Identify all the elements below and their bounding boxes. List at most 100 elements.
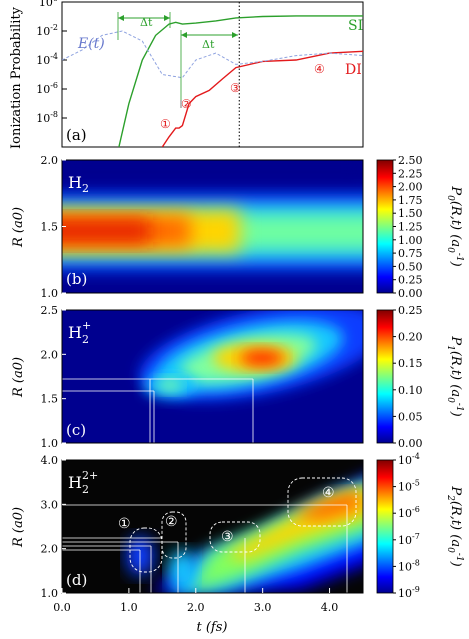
colorbar-tick-label: 0.20 — [398, 331, 423, 344]
colorbar-tick-label: 0.00 — [398, 437, 423, 450]
panel-a-ytick-label: 10-6 — [36, 81, 58, 96]
panel-c-frame — [61, 309, 364, 444]
ytick-label: 2.0 — [41, 348, 59, 361]
colorbar-tick-label: 10-9 — [398, 585, 420, 600]
ytick-label: 2.0 — [41, 543, 59, 556]
colorbar-tick-label: 0.00 — [398, 287, 423, 300]
colorbar-tick-label: 0.15 — [398, 357, 423, 370]
panel-a-ylabel: Ionization Probability — [9, 6, 24, 149]
panel-d-tag: (d) — [66, 571, 87, 589]
panel-a-frame — [61, 1, 364, 148]
colorbar-tick-label: 2.00 — [398, 181, 423, 194]
panel-a: 100 10-2 10-4 10-6 10-8 Ionization Probabili… — [9, 0, 364, 149]
marker-4: ④ — [314, 62, 325, 76]
colorbar-tick-label: 10-6 — [398, 505, 420, 520]
panel-a-series — [62, 15, 363, 147]
colorbar-tick-label: 1.25 — [398, 221, 423, 234]
panel-a-y-ticks: 100 10-2 10-4 10-6 10-8 — [36, 0, 67, 125]
colorbar-tick-label: 0.25 — [398, 304, 423, 317]
panel-d-guide-lines — [62, 504, 348, 593]
panel-a-ytick-label: 10-8 — [36, 110, 58, 125]
panel-d-region-outlines — [129, 477, 357, 573]
xtick-label: 2.0 — [187, 601, 205, 614]
colorbar-tick-label: 2.25 — [398, 167, 423, 180]
xtick-label: 4.0 — [321, 601, 339, 614]
colorbar-tick-label: 10-8 — [398, 558, 420, 573]
colorbar-label: P2(R,t) (a0-1) — [445, 485, 464, 566]
series-label-efield: E(t) — [77, 36, 105, 52]
panel-b-heatmap — [62, 160, 363, 270]
ytick-label: 1.0 — [41, 437, 59, 450]
colorbar-tick-label: 10-5 — [398, 479, 420, 494]
xtick-label: 0.0 — [53, 601, 71, 614]
delta-t-annotation-1: Δt — [117, 12, 171, 40]
ytick-label: 2.0 — [41, 154, 59, 167]
colorbars: 0.000.250.500.751.001.251.501.752.002.25… — [376, 154, 464, 600]
panel-b-species-label: H2 — [68, 173, 89, 195]
marker-2: ② — [181, 97, 192, 111]
marker-1: ① — [160, 117, 171, 131]
svg-text:H2: H2 — [68, 173, 89, 195]
panel-a-tag: (a) — [66, 126, 87, 144]
colorbar-tick-label: 1.50 — [398, 207, 423, 220]
panel-d-marker-3: ③ — [221, 529, 234, 545]
ytick-label: 1.5 — [41, 393, 59, 406]
panel-a-ytick-label: 10-4 — [36, 52, 58, 67]
colorbar-tick-label: 1.75 — [398, 194, 423, 207]
ytick-label: 4.0 — [41, 454, 59, 467]
panel-c-tag: (c) — [66, 421, 86, 439]
xtick-label: 3.0 — [254, 601, 272, 614]
x-axis-label: t (fs) — [197, 620, 228, 635]
marker-3: ③ — [230, 81, 241, 95]
panel-b-y-ticks: 1.0 1.5 2.0 — [41, 154, 66, 300]
xtick-label: 1.0 — [120, 601, 138, 614]
colorbar-tick-label: 10-7 — [398, 532, 420, 547]
ytick-label: 1.5 — [41, 221, 59, 234]
svg-text:H2+: H2+ — [68, 319, 91, 346]
colorbar-tick-label: 10-4 — [398, 452, 420, 467]
panel-c: 1.0 1.5 2.0 2.5 R (a0) H2+ (c) — [11, 304, 364, 450]
panel-d-marker-1: ① — [118, 516, 131, 532]
x-axis: 0.0 1.0 2.0 3.0 4.0 — [53, 588, 338, 614]
svg-text:H22+: H22+ — [68, 469, 98, 496]
colorbar-(d) — [376, 459, 394, 594]
delta-t-label-2: Δt — [202, 38, 215, 51]
colorbar-tick-label: 0.75 — [398, 247, 423, 260]
colorbar-tick-label: 0.25 — [398, 274, 423, 287]
panel-d-frame — [61, 459, 364, 594]
panel-d-marker-2: ② — [165, 514, 178, 530]
delta-t-annotation-2: Δt — [180, 30, 238, 100]
colorbar-tick-label: 1.00 — [398, 234, 423, 247]
colorbar-(c) — [376, 309, 394, 444]
ytick-label: 1.0 — [41, 287, 59, 300]
panel-a-ytick-label: 10-2 — [36, 23, 58, 38]
delta-t-label-1: Δt — [140, 16, 153, 29]
series-line-di — [161, 50, 363, 147]
ytick-label: 2.5 — [41, 304, 59, 317]
panel-c-species-label: H2+ — [68, 319, 91, 346]
panel-d-species-label: H22+ — [68, 469, 98, 496]
panel-b-ylabel: R (a0) — [11, 207, 26, 248]
colorbar-tick-label: 0.05 — [398, 410, 423, 423]
series-label-si: SI — [348, 18, 363, 34]
panel-d-marker-4: ④ — [322, 485, 335, 501]
colorbar-tick-label: 0.50 — [398, 260, 423, 273]
series-line-et — [62, 30, 363, 79]
colorbar-label: P1(R,t) (a0-1) — [445, 335, 464, 416]
ytick-label: 1.0 — [41, 587, 59, 600]
series-label-di: DI — [345, 62, 362, 78]
panel-b: 1.0 1.5 2.0 R (a0) H2 (b) — [11, 154, 364, 300]
panel-d-y-ticks: 1.0 2.0 3.0 4.0 — [41, 454, 66, 600]
colorbar-label: P0(R,t) (a0-1) — [445, 185, 464, 266]
colorbar-(b) — [376, 159, 394, 294]
panel-a-ytick-label: 100 — [39, 0, 58, 9]
panel-d-ylabel: R (a0) — [11, 507, 26, 548]
panel-b-tag: (b) — [66, 270, 87, 288]
colorbar-tick-label: 0.10 — [398, 384, 423, 397]
panel-c-ylabel: R (a0) — [11, 357, 26, 398]
panel-c-guide-lines — [62, 378, 254, 443]
panel-c-y-ticks: 1.0 1.5 2.0 2.5 — [41, 304, 66, 450]
panel-d: ① ② ③ ④ 1.0 2.0 3.0 4.0 R (a0) H22+ (d) — [11, 454, 364, 600]
series-line-si — [118, 15, 363, 147]
